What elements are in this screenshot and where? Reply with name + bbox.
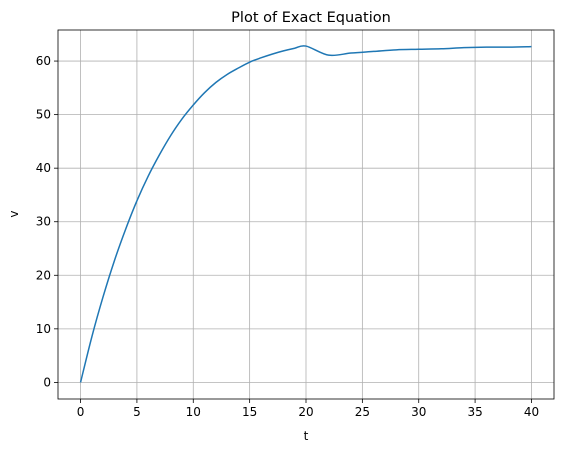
x-tick-label: 25	[355, 405, 370, 419]
chart-title: Plot of Exact Equation	[231, 10, 391, 26]
y-tick-label: 30	[36, 215, 51, 229]
ticks: 0 5 10 15 20 25 30 35 40 0 10 20 30 40 50 60	[36, 54, 539, 419]
x-tick-label: 5	[133, 405, 141, 419]
x-tick-label: 40	[524, 405, 539, 419]
y-tick-label: 40	[36, 161, 51, 175]
x-tick-label: 30	[411, 405, 426, 419]
y-tick-label: 50	[36, 108, 51, 122]
x-tick-label: 0	[77, 405, 85, 419]
series-layer	[79, 45, 532, 383]
x-tick-label: 20	[298, 405, 313, 419]
x-tick-label: 10	[186, 405, 201, 419]
y-axis-label: v	[7, 210, 21, 217]
series-line	[79, 45, 532, 383]
grid	[58, 30, 554, 399]
y-tick-label: 20	[36, 268, 51, 282]
y-tick-label: 60	[36, 54, 51, 68]
x-tick-label: 35	[467, 405, 482, 419]
y-tick-label: 10	[36, 322, 51, 336]
x-tick-label: 15	[242, 405, 257, 419]
x-axis-label: t	[304, 429, 309, 443]
y-tick-label: 0	[43, 375, 51, 389]
